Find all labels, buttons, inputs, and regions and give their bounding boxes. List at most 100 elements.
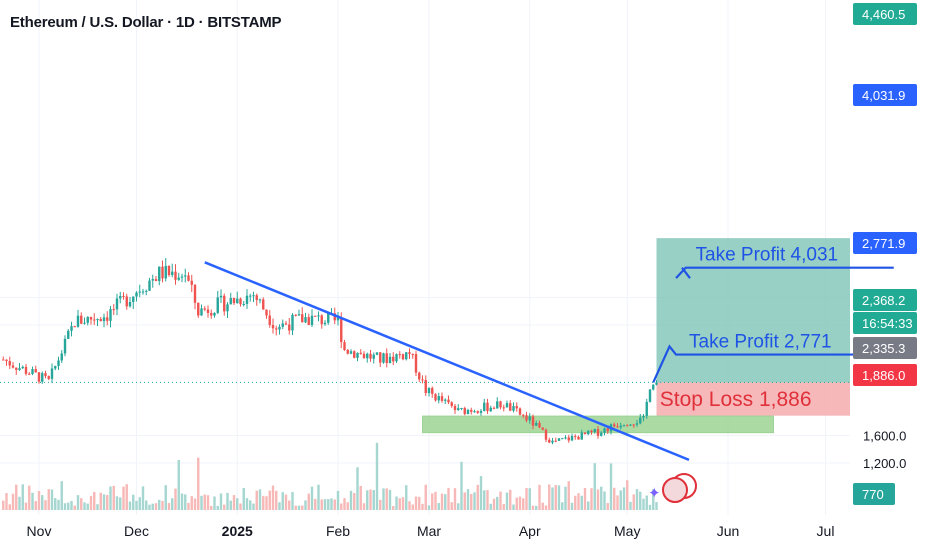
projection-arrow-tip	[681, 267, 691, 279]
volume-bar	[356, 467, 359, 510]
candle-body	[424, 379, 427, 394]
x-tick-label: Jul	[817, 523, 835, 539]
candle-body	[356, 352, 359, 358]
volume-bar	[483, 490, 486, 510]
candle-body	[239, 298, 242, 305]
candle-body	[648, 389, 652, 402]
candle-body	[349, 351, 353, 354]
volume-bar	[119, 497, 122, 510]
candle-body	[115, 298, 119, 310]
candle-body	[294, 314, 297, 316]
volume-bar	[193, 498, 197, 510]
candle-body	[372, 354, 375, 359]
candle-body	[385, 353, 388, 364]
candle-body	[421, 379, 424, 381]
volume-bar	[385, 488, 388, 510]
volume-bar	[606, 503, 609, 510]
volume-bar	[125, 484, 128, 510]
volume-bar	[174, 488, 177, 510]
volume-bar	[366, 490, 369, 510]
volume-badge	[853, 483, 895, 505]
volume-bar	[213, 496, 216, 510]
volume-bar	[392, 505, 395, 510]
candle-body	[590, 430, 593, 433]
candle-body	[538, 422, 541, 428]
volume-bar	[138, 497, 141, 510]
volume-bar	[47, 489, 50, 510]
candle-body	[593, 429, 596, 433]
volume-bar	[424, 484, 427, 510]
volume-bar	[37, 491, 41, 510]
candle-body	[148, 280, 151, 291]
candle-body	[440, 396, 444, 401]
candle-body	[515, 406, 518, 409]
volume-bar	[457, 503, 460, 510]
volume-bar	[8, 504, 11, 510]
candle-body	[408, 352, 411, 354]
volume-bar	[320, 499, 323, 510]
volume-bar	[554, 485, 557, 510]
candle-body	[180, 276, 184, 278]
candle-body	[489, 407, 492, 412]
candle-body	[379, 352, 382, 363]
candle-body	[492, 407, 496, 409]
volume-bar	[132, 494, 135, 510]
candle-body	[632, 424, 635, 426]
price-badge-label: 2,335.3	[862, 341, 905, 356]
candle-body	[177, 277, 180, 280]
volume-bar	[232, 495, 236, 510]
candle-body	[5, 359, 8, 362]
y-tick-label: 1,200.0	[863, 456, 906, 471]
candle-body	[535, 422, 538, 426]
volume-bar	[379, 499, 382, 510]
volume-bar	[314, 498, 317, 510]
volume-bar	[288, 500, 291, 510]
volume-bar	[141, 486, 145, 510]
volume-bar	[177, 459, 180, 510]
candle-body	[460, 408, 463, 410]
price-badge	[853, 337, 917, 359]
candle-body	[525, 415, 528, 421]
volume-bar	[632, 494, 635, 510]
candle-body	[340, 317, 343, 343]
volume-bar	[434, 491, 437, 510]
volume-bar	[336, 490, 340, 510]
volume-bar	[505, 492, 509, 510]
x-tick-label: Mar	[417, 523, 441, 539]
candle-body	[187, 275, 190, 281]
price-badge-label: 2,368.2	[862, 293, 905, 308]
candle-body	[366, 353, 369, 359]
candle-body	[11, 365, 15, 368]
volume-bar	[89, 496, 93, 510]
candle-body	[473, 411, 476, 413]
volume-bar	[496, 496, 499, 510]
volume-bar	[180, 493, 184, 510]
volume-bar	[21, 484, 24, 510]
volume-bar	[278, 502, 281, 510]
volume-bar	[346, 502, 349, 510]
candle-body	[219, 295, 223, 298]
candle-body	[106, 317, 109, 321]
candle-body	[398, 354, 401, 356]
candle-body	[86, 316, 89, 323]
candle-body	[362, 353, 366, 359]
candle-body	[24, 366, 28, 374]
volume-bars	[2, 442, 658, 510]
volume-bar	[369, 489, 372, 510]
candle-body	[401, 354, 405, 360]
volume-bar	[616, 495, 619, 510]
volume-bar	[255, 490, 258, 510]
candle-body	[531, 416, 535, 426]
candle-body	[509, 403, 512, 411]
candle-body	[522, 414, 525, 416]
volume-bar	[54, 498, 57, 510]
volume-bar	[106, 495, 109, 510]
price-badge	[853, 84, 917, 106]
candle-body	[301, 314, 304, 323]
candle-body	[574, 436, 577, 438]
drawings[interactable]: Take Profit 4,031 Take Profit 2,771 Stop L…	[0, 245, 894, 462]
volume-bar	[447, 487, 450, 510]
candle-body	[275, 328, 278, 330]
volume-bar	[151, 503, 154, 510]
